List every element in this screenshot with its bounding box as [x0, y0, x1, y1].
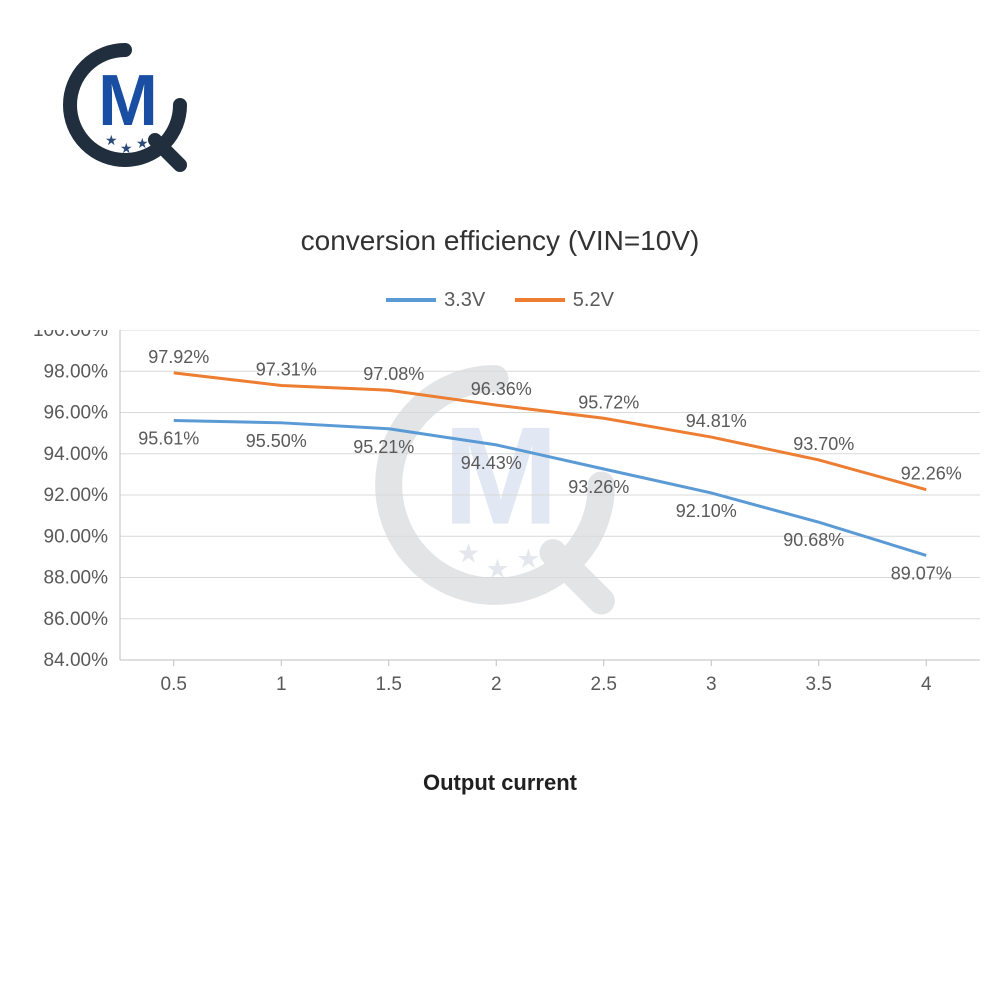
- svg-text:86.00%: 86.00%: [44, 609, 109, 630]
- svg-text:90.68%: 90.68%: [783, 530, 844, 550]
- svg-text:95.21%: 95.21%: [353, 437, 414, 457]
- legend-item-1: 3.3V: [386, 289, 485, 312]
- svg-text:94.81%: 94.81%: [686, 411, 747, 431]
- svg-text:93.70%: 93.70%: [793, 434, 854, 454]
- svg-text:96.00%: 96.00%: [44, 403, 109, 424]
- svg-text:3.5: 3.5: [806, 674, 832, 695]
- svg-text:89.07%: 89.07%: [891, 563, 952, 583]
- svg-text:97.92%: 97.92%: [148, 347, 209, 367]
- svg-text:2.5: 2.5: [591, 674, 617, 695]
- legend-item-2: 5.2V: [515, 289, 614, 312]
- svg-text:93.26%: 93.26%: [568, 477, 629, 497]
- svg-text:★: ★: [120, 140, 133, 156]
- svg-text:★: ★: [105, 132, 118, 148]
- svg-text:1: 1: [276, 674, 287, 695]
- svg-text:1.5: 1.5: [376, 674, 402, 695]
- svg-text:88.00%: 88.00%: [44, 568, 109, 589]
- svg-text:3: 3: [706, 674, 717, 695]
- mq-logo: M ★ ★ ★: [50, 30, 200, 185]
- svg-text:94.43%: 94.43%: [461, 453, 522, 473]
- svg-text:97.08%: 97.08%: [363, 364, 424, 384]
- svg-text:0.5: 0.5: [161, 674, 187, 695]
- svg-text:92.10%: 92.10%: [676, 501, 737, 521]
- svg-text:95.50%: 95.50%: [246, 431, 307, 451]
- svg-text:96.36%: 96.36%: [471, 379, 532, 399]
- svg-text:2: 2: [491, 674, 502, 695]
- x-axis-title: Output current: [0, 770, 1000, 796]
- legend-label: 3.3V: [444, 289, 485, 312]
- svg-text:4: 4: [921, 674, 932, 695]
- svg-text:94.00%: 94.00%: [44, 444, 109, 465]
- svg-text:95.61%: 95.61%: [138, 429, 199, 449]
- svg-text:97.31%: 97.31%: [256, 359, 317, 379]
- svg-text:100.00%: 100.00%: [33, 330, 108, 341]
- svg-text:84.00%: 84.00%: [44, 650, 109, 671]
- svg-text:98.00%: 98.00%: [44, 361, 109, 382]
- svg-text:92.26%: 92.26%: [901, 464, 962, 484]
- svg-text:92.00%: 92.00%: [44, 485, 109, 506]
- efficiency-line-chart: 84.00% 86.00% 88.00% 90.00% 92.00% 94.00% 96.0…: [10, 330, 990, 760]
- svg-text:★: ★: [136, 135, 149, 151]
- svg-text:90.00%: 90.00%: [44, 526, 109, 547]
- legend-label: 5.2V: [573, 289, 614, 312]
- svg-text:95.72%: 95.72%: [578, 392, 639, 412]
- chart-title: conversion efficiency (VIN=10V): [0, 225, 1000, 257]
- chart-legend: 3.3V 5.2V: [0, 285, 1000, 312]
- svg-text:M: M: [98, 61, 158, 141]
